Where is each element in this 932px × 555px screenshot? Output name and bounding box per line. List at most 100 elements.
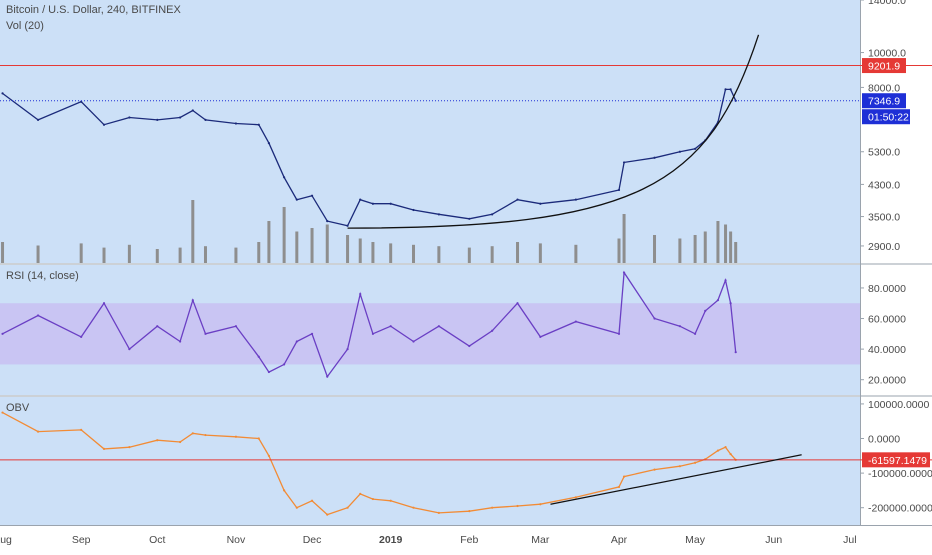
rsi-point: [128, 348, 131, 351]
obv-point: [257, 437, 260, 440]
price-badges: 9201.9 7346.9 01:50:22 -61597.1479: [862, 58, 930, 468]
obv-point: [653, 468, 656, 471]
obv-point: [729, 452, 732, 456]
obv-legend[interactable]: OBV: [6, 402, 30, 414]
obv-point: [371, 497, 375, 501]
obv-point: [491, 506, 494, 509]
obv-point: [694, 461, 697, 464]
obv-point: [191, 432, 194, 435]
price-point: [617, 188, 621, 192]
price-point: [729, 88, 732, 91]
obv-point: [622, 475, 626, 478]
price-point: [437, 213, 440, 216]
price-point: [156, 118, 159, 121]
time-tick-label: Aug: [0, 534, 12, 546]
rsi-point: [257, 355, 260, 358]
rsi-point: [80, 335, 83, 338]
rsi-point: [1, 332, 4, 335]
price-legend-title[interactable]: Bitcoin / U.S. Dollar, 240, BITFINEX: [6, 4, 181, 16]
rsi-tick-label: 20.0000: [868, 375, 906, 387]
rsi-point: [617, 332, 621, 335]
rsi-tick-label: 60.0000: [868, 314, 906, 326]
obv-point: [724, 446, 727, 449]
volume-bar: [36, 245, 40, 263]
price-tick-label: 10000.0: [868, 48, 906, 60]
price-point: [539, 202, 542, 205]
obv-trend-line[interactable]: [550, 454, 802, 505]
time-tick-label: Dec: [303, 534, 322, 546]
obv-tick-label: -200000.0000: [868, 503, 932, 515]
volume-bar: [516, 242, 520, 263]
time-tick-label: Apr: [611, 534, 628, 546]
volume-bar: [467, 247, 471, 263]
obv-point: [179, 440, 182, 444]
price-point: [36, 118, 40, 121]
price-point: [491, 213, 494, 216]
time-tick-label: Mar: [531, 534, 550, 546]
price-point: [412, 208, 415, 212]
price-point: [346, 224, 349, 227]
obv-panel-bg: [0, 397, 860, 525]
obv-point: [310, 499, 314, 502]
volume-bar: [538, 243, 542, 263]
obv-point: [346, 506, 349, 509]
volume-bar: [191, 200, 195, 263]
rsi-legend[interactable]: RSI (14, close): [6, 270, 79, 282]
price-point: [516, 198, 519, 201]
price-point: [283, 176, 286, 179]
price-trend-curve[interactable]: [347, 34, 760, 229]
rsi-tick-label: 40.0000: [868, 344, 906, 356]
obv-point: [80, 428, 83, 431]
price-point: [234, 122, 238, 125]
rsi-point: [437, 325, 440, 328]
volume-bar: [703, 231, 707, 263]
price-point: [468, 217, 471, 220]
rsi-point: [389, 325, 392, 328]
obv-tick-label: 100000.0000: [868, 399, 929, 411]
volume-legend[interactable]: Vol (20): [6, 20, 44, 32]
price-point: [191, 109, 194, 112]
volume-bar: [155, 249, 159, 263]
rsi-tick-label: 80.0000: [868, 283, 906, 295]
volume-bar: [310, 228, 314, 263]
obv-point: [437, 511, 440, 514]
rsi-point: [267, 370, 271, 374]
volume-bar: [267, 221, 271, 263]
resistance-badge: [862, 58, 906, 74]
time-tick-label: Jul: [843, 534, 856, 546]
time-tick-label: May: [685, 534, 706, 546]
obv-point: [283, 489, 286, 492]
price-tick-label: 14000.0: [868, 0, 906, 7]
volume-bar: [729, 231, 733, 263]
obv-point: [295, 506, 298, 509]
rsi-point: [574, 320, 577, 323]
price-point: [128, 116, 131, 119]
rsi-point: [653, 317, 656, 320]
volume-bar: [371, 242, 375, 263]
volume-bar: [102, 247, 106, 263]
countdown-badge: [862, 109, 910, 125]
obv-point: [389, 499, 392, 502]
last-price-badge-label: 7346.9: [868, 96, 900, 108]
rsi-point: [191, 299, 194, 302]
obv-point: [359, 492, 362, 495]
rsi-point: [359, 292, 362, 296]
rsi-point: [204, 332, 207, 335]
price-tick-label: 4300.0: [868, 179, 900, 191]
volume-bar: [79, 243, 83, 263]
obv-point: [516, 504, 519, 508]
obv-point: [539, 503, 542, 506]
price-panel-bg: [0, 0, 860, 263]
volume-bar: [127, 244, 131, 263]
obv-tick-label: -100000.0000: [868, 468, 932, 480]
obv-point: [716, 449, 720, 452]
time-axis-ticks: Aug Sep Oct Nov Dec 2019 Feb Mar Apr May Jun Jul: [0, 534, 857, 546]
price-series: [0, 65, 932, 227]
rsi-point: [734, 351, 737, 354]
price-point: [257, 123, 260, 126]
obv-point: [412, 506, 415, 509]
obv-level-badge: [862, 452, 930, 468]
rsi-point: [491, 329, 494, 332]
resistance-badge-label: 9201.9: [868, 61, 900, 73]
